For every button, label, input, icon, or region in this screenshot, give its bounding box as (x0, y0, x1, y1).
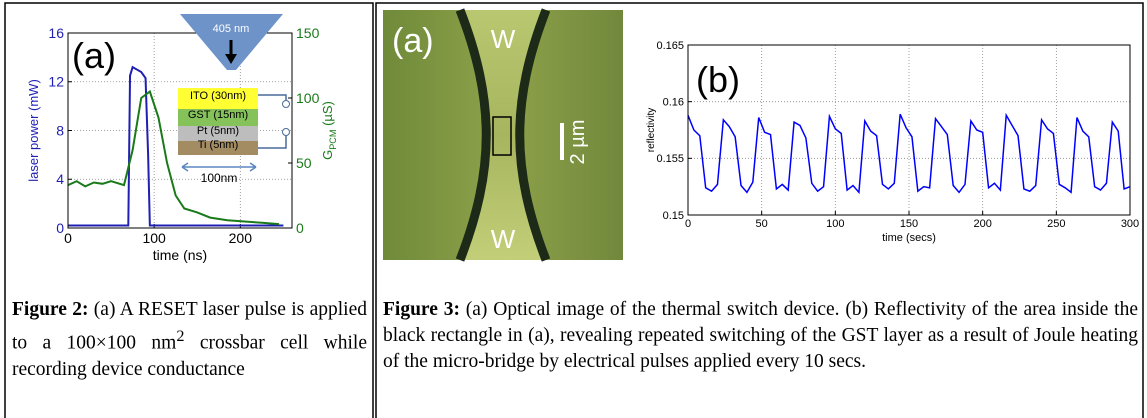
y-tick-label: 0.15 (663, 210, 684, 222)
x-axis-label: time (ns) (153, 247, 207, 263)
x-tick-label: 250 (1047, 218, 1065, 230)
panel-label: (a) (392, 22, 434, 60)
y-tick-label: 0.16 (663, 97, 684, 109)
x-tick-label: 100 (142, 230, 166, 246)
y-tick-label: 16 (48, 25, 64, 41)
x-tick-label: 100 (826, 218, 844, 230)
terminal (283, 101, 290, 108)
x-tick-label: 150 (900, 218, 918, 230)
layer-label: GST (15nm) (188, 109, 248, 121)
y-tick-label: 0.155 (656, 153, 684, 165)
layer-label: Ti (5nm) (198, 139, 239, 151)
x-tick-label: 0 (685, 218, 691, 230)
y2-tick-label: 0 (296, 220, 304, 236)
caption: Figure 2: (a) A RESET laser pulse is app… (12, 297, 367, 383)
label-part: G (320, 150, 335, 160)
electrode-label: W (491, 224, 516, 254)
caption-label: Figure 2: (12, 299, 88, 320)
y2-tick-label: 100 (296, 90, 320, 106)
layer-label: ITO (30nm) (190, 90, 246, 102)
electrode-label: W (491, 24, 516, 54)
label-part: (µS) (320, 101, 335, 129)
caption: Figure 3: (a) Optical image of the therm… (383, 297, 1138, 375)
scale-label: 2 µm (567, 120, 589, 165)
x-tick-label: 200 (229, 230, 253, 246)
caption-label: Figure 3: (383, 299, 460, 320)
y-tick-label: 8 (56, 122, 64, 138)
y-tick-label: 0.165 (656, 40, 684, 52)
figure-3-chart: 0.15 0.155 0.16 0.165 0 50 100 150 200 250 300 time… (646, 40, 1139, 244)
y-axis-label: laser power (mW) (26, 79, 41, 182)
x-tick-label: 300 (1121, 218, 1139, 230)
wavelength: 405 nm (213, 23, 250, 35)
y2-axis-label: GPCM (µS) (320, 101, 338, 160)
x-tick-label: 200 (973, 218, 991, 230)
y-tick-label: 0 (56, 220, 64, 236)
width-label: 100nm (201, 171, 238, 185)
panel-label: (a) (72, 35, 116, 76)
x-axis-label: time (secs) (882, 232, 936, 244)
label-sub: PCM (328, 130, 338, 150)
layer-label: Pt (5nm) (197, 125, 239, 137)
y-tick-label: 12 (48, 74, 64, 90)
y-axis-label: reflectivity (646, 108, 657, 152)
panel-label: (b) (696, 59, 740, 100)
y2-tick-label: 150 (296, 25, 320, 41)
y2-tick-label: 50 (296, 155, 312, 171)
page: { "figure2": { "panel_label": "(a)", "ch… (0, 0, 1147, 418)
micrograph: (a) W W 2 µm (383, 10, 623, 260)
y-tick-label: 4 (56, 171, 64, 187)
terminal (283, 129, 290, 136)
caption-text: (a) Optical image of the thermal switch … (383, 299, 1138, 372)
x-tick-label: 50 (756, 218, 768, 230)
x-tick-label: 0 (64, 230, 72, 246)
